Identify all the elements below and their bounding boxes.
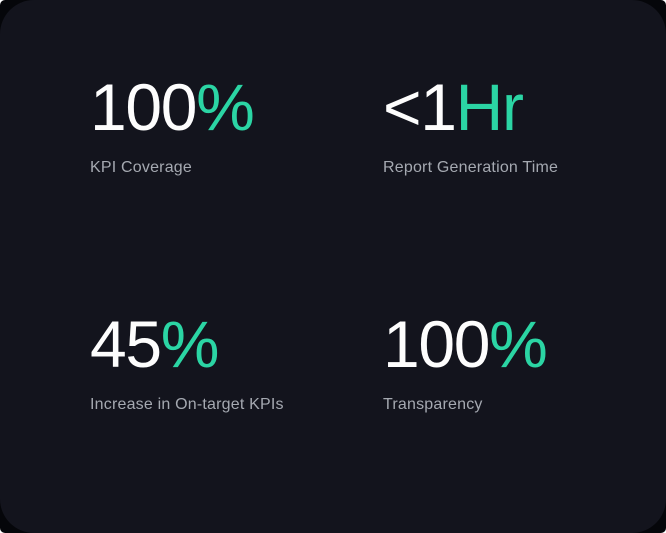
stat-kpi-coverage: 100% KPI Coverage bbox=[90, 74, 383, 311]
stat-value-accent: % bbox=[489, 307, 548, 381]
stat-value-accent: % bbox=[196, 70, 255, 144]
stat-value-accent: Hr bbox=[455, 70, 524, 144]
stat-value-report-generation-time: <1Hr bbox=[383, 74, 558, 140]
stat-value-on-target-kpis: 45% bbox=[90, 311, 383, 377]
stat-on-target-kpis: 45% Increase in On-target KPIs bbox=[90, 311, 383, 413]
stat-value-main: 45 bbox=[90, 307, 162, 381]
stat-value-main: <1 bbox=[383, 70, 457, 144]
stat-value-accent: % bbox=[160, 307, 220, 381]
stat-label-kpi-coverage: KPI Coverage bbox=[90, 159, 193, 176]
stat-report-generation-time: <1Hr Report Generation Time bbox=[383, 74, 558, 311]
stat-value-transparency: 100% bbox=[383, 311, 558, 377]
stat-label-transparency: Transparency bbox=[383, 396, 483, 413]
stat-transparency: 100% Transparency bbox=[383, 311, 558, 413]
stat-label-report-generation-time: Report Generation Time bbox=[383, 159, 559, 176]
stats-grid: 100% KPI Coverage <1Hr Report Generation… bbox=[90, 74, 558, 413]
stat-value-kpi-coverage: 100% bbox=[90, 74, 383, 140]
stat-label-on-target-kpis: Increase in On-target KPIs bbox=[90, 396, 284, 413]
stat-value-main: 100 bbox=[383, 307, 490, 381]
stat-value-main: 100 bbox=[90, 70, 197, 144]
